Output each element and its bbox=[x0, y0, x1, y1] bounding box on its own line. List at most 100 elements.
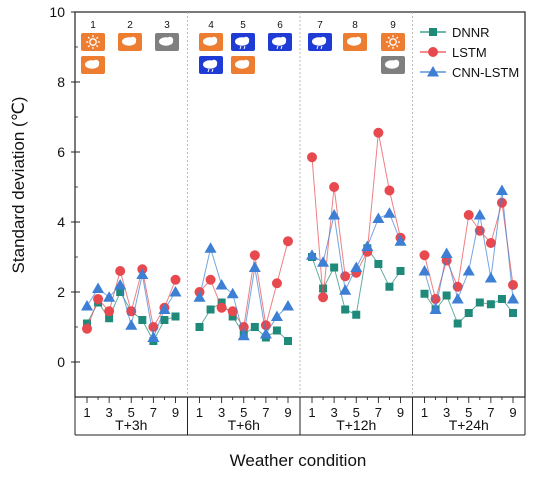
data-point-triangle bbox=[136, 268, 149, 279]
data-point-triangle bbox=[429, 303, 442, 314]
data-point-circle bbox=[485, 238, 496, 248]
data-point-circle bbox=[496, 197, 507, 208]
data-point-square bbox=[420, 289, 429, 298]
weather-condition-number: 3 bbox=[164, 20, 170, 31]
sun-ray bbox=[95, 44, 99, 48]
x-tick-label: 1 bbox=[196, 405, 203, 420]
data-point-circle bbox=[104, 306, 115, 317]
data-point-circle bbox=[428, 47, 438, 57]
weather-condition-number: 5 bbox=[240, 20, 246, 31]
y-tick-label: 10 bbox=[49, 4, 65, 20]
data-point-square bbox=[250, 323, 259, 331]
rain-drop bbox=[243, 45, 246, 50]
data-point-square bbox=[272, 326, 281, 335]
data-point-square bbox=[396, 267, 405, 275]
data-point-square bbox=[319, 284, 328, 293]
data-point-circle bbox=[93, 294, 104, 304]
data-point-circle bbox=[227, 306, 238, 317]
legend-label: DNNR bbox=[452, 25, 490, 40]
data-point-triangle bbox=[451, 293, 464, 304]
sunny-icon-bg bbox=[81, 33, 105, 51]
data-point-circle bbox=[249, 250, 260, 261]
sun-ray bbox=[87, 36, 91, 40]
data-point-triangle bbox=[350, 261, 363, 272]
x-tick-label: 9 bbox=[172, 405, 179, 420]
data-point-square bbox=[475, 298, 484, 307]
sun-ray bbox=[95, 36, 99, 40]
data-point-circle bbox=[373, 127, 384, 138]
rain-drop bbox=[211, 68, 214, 73]
data-point-triangle bbox=[125, 319, 138, 330]
x-tick-label: 5 bbox=[128, 405, 135, 420]
rain-drop bbox=[316, 45, 319, 50]
data-point-circle bbox=[205, 274, 216, 285]
series-layer bbox=[81, 127, 519, 345]
data-point-square bbox=[497, 295, 506, 303]
x-tick-label: 7 bbox=[487, 405, 494, 420]
data-point-square bbox=[217, 298, 226, 307]
y-tick-label: 6 bbox=[57, 144, 65, 160]
data-point-triangle bbox=[259, 328, 272, 339]
x-tick-label: 9 bbox=[509, 405, 516, 420]
data-point-triangle bbox=[394, 235, 407, 246]
cloud-icon bbox=[381, 56, 405, 74]
data-point-triangle bbox=[507, 293, 519, 304]
data-point-triangle bbox=[282, 300, 294, 311]
data-point-triangle bbox=[495, 184, 508, 195]
legend: DNNR LSTM CNN-LSTM bbox=[420, 25, 519, 80]
data-point-square bbox=[105, 314, 114, 323]
data-point-circle bbox=[419, 250, 430, 261]
data-point-triangle bbox=[418, 265, 431, 276]
data-point-triangle bbox=[193, 291, 206, 302]
data-point-square bbox=[160, 316, 169, 324]
data-point-triangle bbox=[440, 247, 453, 258]
data-point-square bbox=[341, 305, 350, 314]
cloud-puff bbox=[242, 36, 250, 44]
data-point-square bbox=[442, 291, 451, 300]
x-tick-label: 3 bbox=[106, 405, 113, 420]
data-point-circle bbox=[307, 152, 317, 163]
x-tick-label: 9 bbox=[284, 405, 291, 420]
group-label: T+3h bbox=[115, 417, 147, 433]
rain-cloud-icon bbox=[231, 33, 255, 51]
series-line bbox=[311, 246, 401, 316]
data-point-triangle bbox=[158, 303, 171, 314]
sunny-icon-bg bbox=[381, 33, 405, 51]
data-point-triangle bbox=[270, 310, 283, 321]
data-point-circle bbox=[283, 236, 293, 247]
data-point-circle bbox=[318, 292, 329, 303]
data-point-triangle bbox=[484, 272, 497, 283]
series-cnn-lstm bbox=[81, 184, 519, 342]
cloud-puff bbox=[392, 59, 400, 67]
data-point-square bbox=[374, 260, 383, 268]
data-point-triangle bbox=[317, 256, 330, 267]
group-label: T+24h bbox=[449, 417, 489, 433]
rain-cloud-icon bbox=[308, 33, 332, 51]
data-point-triangle bbox=[306, 249, 318, 260]
data-point-circle bbox=[115, 266, 126, 276]
data-point-square bbox=[206, 305, 215, 314]
data-point-circle bbox=[271, 278, 282, 289]
weather-condition-number: 1 bbox=[90, 20, 96, 31]
data-point-circle bbox=[170, 274, 181, 285]
data-point-circle bbox=[329, 182, 340, 192]
data-point-circle bbox=[260, 320, 271, 331]
weather-condition-number: 6 bbox=[277, 20, 283, 31]
sun-ray bbox=[87, 44, 91, 48]
data-point-triangle bbox=[103, 291, 116, 302]
rain-drop bbox=[280, 45, 283, 50]
x-axis-title: Weather condition bbox=[230, 451, 367, 470]
cloud-icon bbox=[155, 33, 179, 51]
x-tick-label: 3 bbox=[331, 405, 338, 420]
data-point-square bbox=[228, 312, 237, 321]
data-point-triangle bbox=[204, 242, 217, 253]
x-tick-label: 1 bbox=[83, 405, 90, 420]
data-point-square bbox=[509, 309, 517, 317]
x-tick-label: 5 bbox=[240, 405, 247, 420]
x-tick-label: 1 bbox=[421, 405, 428, 420]
rain-cloud-icon bbox=[199, 56, 223, 74]
data-point-triangle bbox=[81, 300, 93, 311]
